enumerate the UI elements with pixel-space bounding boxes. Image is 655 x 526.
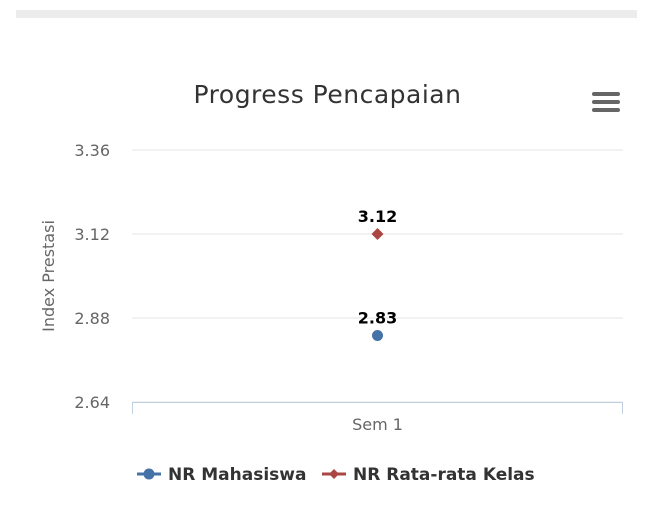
legend-marker-circle bbox=[143, 468, 155, 480]
x-tick-label: Sem 1 bbox=[352, 415, 403, 434]
top-divider bbox=[16, 10, 637, 18]
chart-title: Progress Pencapaian bbox=[193, 80, 462, 109]
x-axis: Sem 1 bbox=[132, 402, 623, 434]
legend: NR Mahasiswa NR Rata-rata Kelas bbox=[137, 465, 535, 485]
data-label: 3.12 bbox=[358, 207, 397, 226]
legend-marker-diamond bbox=[329, 469, 339, 479]
y-axis-title: Index Prestasi bbox=[39, 220, 58, 332]
data-label: 2.83 bbox=[358, 309, 397, 328]
series-marks: 2.83 3.12 bbox=[358, 207, 397, 341]
legend-label[interactable]: NR Rata-rata Kelas bbox=[353, 465, 535, 485]
legend-label[interactable]: NR Mahasiswa bbox=[168, 465, 306, 485]
y-tick-label: 2.88 bbox=[74, 309, 110, 328]
y-tick-labels: 2.64 2.88 3.12 3.36 bbox=[74, 141, 110, 412]
y-tick-label: 2.64 bbox=[74, 393, 110, 412]
y-tick-label: 3.12 bbox=[74, 225, 110, 244]
y-tick-label: 3.36 bbox=[74, 141, 110, 160]
data-point-nr-rata-rata-kelas bbox=[371, 228, 384, 240]
data-point-nr-mahasiswa bbox=[372, 330, 383, 341]
menu-icon[interactable] bbox=[592, 92, 620, 114]
grid-lines bbox=[132, 149, 623, 403]
